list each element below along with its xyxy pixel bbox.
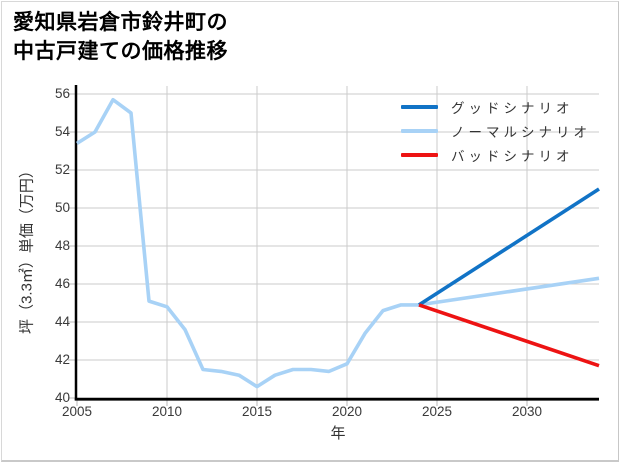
legend-item-bad-scenario: バッドシナリオ — [401, 143, 591, 167]
price-trend-line-chart — [68, 85, 600, 406]
x-tick-label: 2005 — [61, 404, 93, 419]
y-tick-label: 46 — [54, 276, 70, 291]
y-tick-label: 48 — [54, 238, 70, 253]
x-tick-label: 2025 — [421, 404, 453, 419]
y-tick-label: 40 — [54, 390, 70, 405]
legend-item-normal-scenario: ノーマルシナリオ — [401, 119, 591, 143]
y-tick-label: 42 — [54, 352, 70, 367]
y-tick-label: 50 — [54, 200, 70, 215]
x-tick-label: 2030 — [511, 404, 543, 419]
legend-swatch-normal-line — [401, 129, 438, 133]
x-tick-label: 2020 — [331, 404, 363, 419]
legend-label-bad-scenario: バッドシナリオ — [451, 149, 574, 164]
series-line-good — [418, 187, 600, 307]
legend-swatch-bad-line — [401, 153, 438, 157]
x-tick-label: 2015 — [241, 404, 273, 419]
y-tick-label: 54 — [54, 124, 70, 139]
series-line-normal — [76, 97, 600, 389]
legend-label-good-scenario: グッドシナリオ — [451, 101, 574, 116]
chart-title: 愛知県岩倉市鈴井町の 中古戸建ての価格推移 — [13, 8, 228, 66]
chart-title-line2: 中古戸建ての価格推移 — [13, 40, 228, 63]
x-axis-label: 年 — [330, 425, 346, 442]
y-axis-label: 坪（3.3㎡）単価（万円） — [18, 163, 36, 334]
series-line-bad — [418, 303, 600, 368]
legend-swatch-good-line — [401, 105, 438, 109]
legend-label-normal-scenario: ノーマルシナリオ — [451, 125, 591, 140]
y-tick-label: 56 — [54, 86, 70, 101]
y-tick-label: 52 — [54, 162, 70, 177]
y-tick-label: 44 — [54, 314, 70, 329]
chart-legend: グッドシナリオ ノーマルシナリオ バッドシナリオ — [401, 95, 591, 167]
chart-title-line1: 愛知県岩倉市鈴井町の — [13, 11, 228, 34]
legend-item-good-scenario: グッドシナリオ — [401, 95, 591, 119]
x-tick-label: 2010 — [151, 404, 183, 419]
